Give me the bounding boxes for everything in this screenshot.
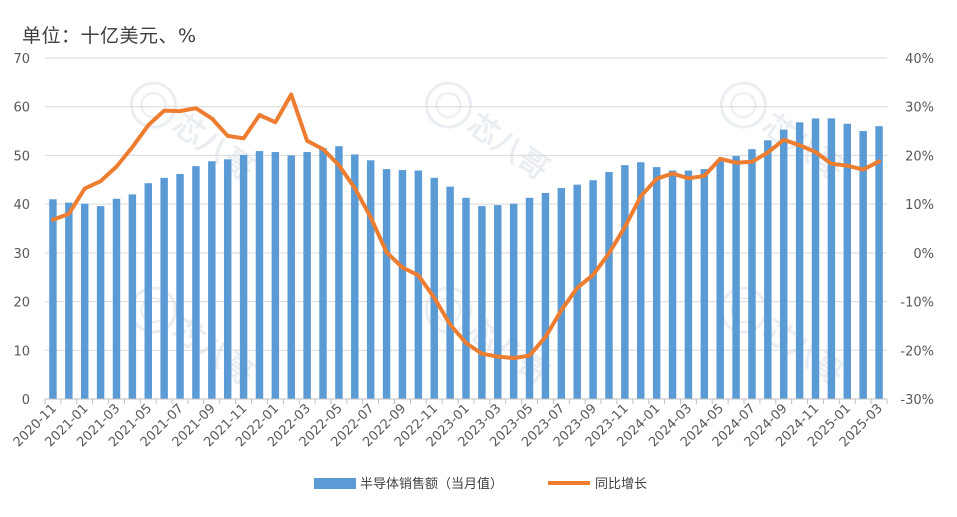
bar-2023-05: [525, 197, 534, 399]
bar-2024-11: [811, 118, 820, 400]
bar-2024-07: [748, 149, 756, 399]
bar-2024-05: [716, 159, 724, 399]
bar-2022-05: [335, 146, 343, 399]
bar-2020-11: [49, 199, 57, 399]
y-left-tick-label: 10: [13, 344, 30, 359]
watermark-2: 芯八哥: [424, 81, 555, 188]
watermark-logo-icon: [424, 81, 472, 129]
bar-2024-09: [780, 129, 788, 400]
y-left-tick-label: 40: [13, 198, 30, 213]
legend-label-bar: 半导体销售额（当月值）: [360, 476, 503, 492]
bar-2025-01: [843, 123, 852, 399]
bar-2023-12: [637, 162, 645, 399]
bar-2021-01: [80, 203, 89, 399]
bar-2023-03: [494, 205, 502, 399]
bar-2022-04: [319, 148, 327, 399]
watermark-logo-inner-icon: [435, 92, 462, 119]
bar-2022-03: [303, 152, 311, 399]
bar-2022-10: [414, 170, 423, 399]
bar-2023-07: [557, 188, 566, 399]
unit-label: 单位：十亿美元、%: [22, 25, 197, 47]
watermark-logo-inner-icon: [140, 92, 167, 119]
bar-2022-06: [351, 154, 359, 399]
y-right-tick-label: -10%: [900, 296, 934, 311]
bar-2021-04: [128, 194, 137, 399]
bar-2025-02: [859, 131, 867, 400]
y-right-tick-label: 20%: [905, 149, 934, 164]
bar-2021-03: [112, 198, 121, 399]
bar-2021-02: [96, 206, 105, 399]
y-left-tick-label: 50: [13, 149, 30, 164]
y-right-tick-label: 40%: [905, 52, 934, 67]
bar-2021-09: [208, 161, 216, 399]
y-right-tick-label: 0%: [913, 247, 934, 262]
y-left-tick-label: 0: [22, 393, 30, 408]
watermark-text: 芯八哥: [461, 312, 555, 392]
bar-2021-12: [255, 151, 264, 399]
legend-swatch-bar: [314, 478, 356, 489]
bar-2023-06: [541, 192, 550, 399]
y-left-tick-label: 60: [13, 101, 30, 116]
bar-2024-12: [827, 118, 836, 400]
bar-2023-04: [509, 203, 518, 399]
y-right-tick-label: 30%: [905, 101, 934, 116]
bar-2024-06: [732, 155, 740, 399]
watermark-logo-icon: [719, 81, 767, 129]
bar-2023-09: [589, 180, 597, 399]
bar-2022-02: [287, 155, 295, 399]
bar-2024-10: [795, 122, 804, 399]
watermark-logo-icon: [129, 81, 177, 129]
bar-2024-01: [652, 167, 661, 399]
bar-2024-03: [684, 170, 693, 399]
y-left-tick-label: 30: [13, 247, 30, 262]
legend: 半导体销售额（当月值） 同比增长: [314, 476, 647, 492]
bar-2021-05: [144, 183, 152, 399]
bar-2022-09: [398, 170, 407, 399]
y-left-tick-label: 20: [13, 296, 30, 311]
bar-2024-08: [764, 140, 772, 399]
bar-2021-10: [223, 159, 232, 399]
bar-2022-07: [366, 160, 375, 399]
y-right-tick-label: -20%: [900, 344, 934, 359]
bar-2022-01: [271, 152, 280, 399]
bar-2020-12: [65, 202, 73, 399]
watermark-5: 芯八哥: [424, 286, 555, 393]
watermark-logo-inner-icon: [730, 92, 757, 119]
y-right-tick-label: 10%: [905, 198, 934, 213]
bar-2021-07: [176, 173, 184, 399]
bar-2023-01: [462, 197, 470, 399]
watermark-text: 芯八哥: [461, 107, 555, 187]
bar-2023-02: [478, 206, 486, 399]
bar-2022-08: [382, 169, 391, 399]
line-series-yoy: [50, 92, 882, 361]
y-right-tick-label: -30%: [900, 393, 934, 408]
bar-2022-11: [430, 177, 438, 399]
y-left-tick-label: 70: [13, 52, 30, 67]
bar-2023-11: [621, 165, 629, 399]
bar-2021-08: [192, 166, 200, 399]
bar-2024-02: [668, 170, 677, 399]
bar-2024-04: [700, 169, 709, 399]
bar-2021-11: [239, 154, 248, 399]
bar-2022-12: [446, 186, 454, 399]
bar-2023-10: [605, 171, 613, 399]
legend-label-line: 同比增长: [595, 477, 647, 492]
bar-2025-03: [875, 126, 883, 399]
bar-2023-08: [573, 184, 581, 399]
watermark-logo-icon: [719, 286, 767, 334]
bar-2021-06: [160, 177, 168, 399]
